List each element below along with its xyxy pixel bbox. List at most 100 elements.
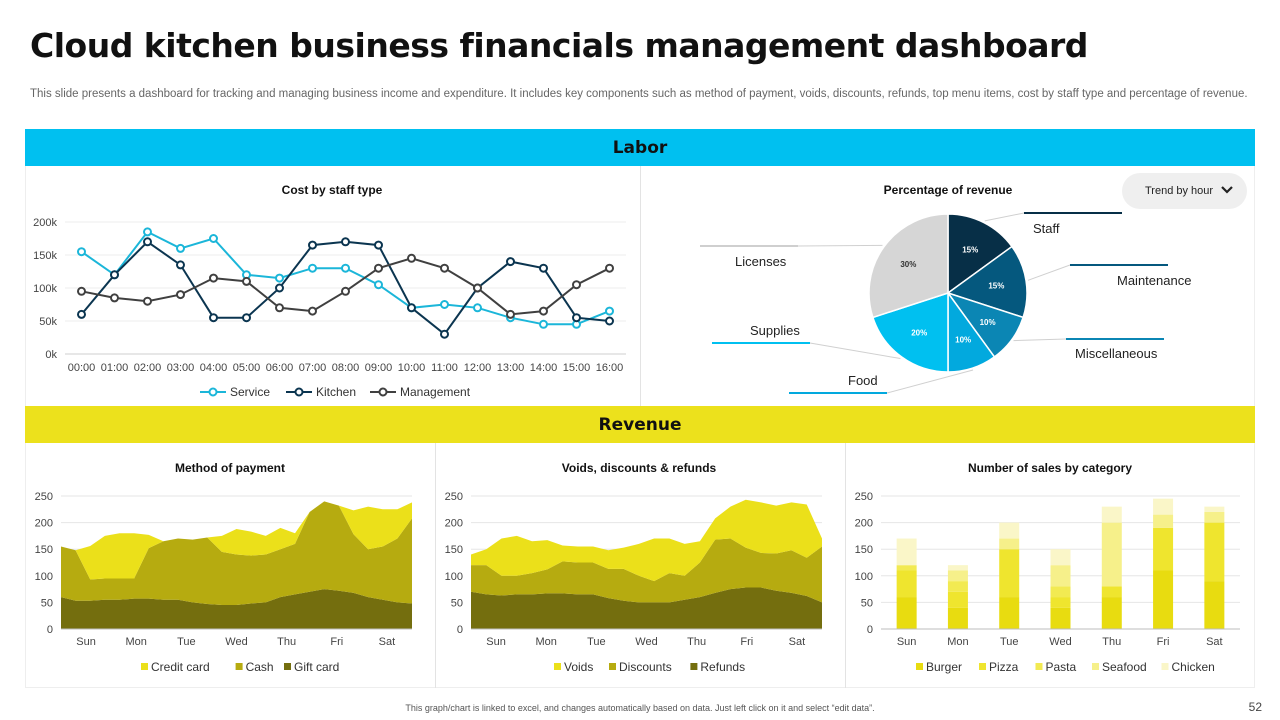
labor-divider <box>640 166 641 406</box>
bar-segment-chicken <box>896 538 917 566</box>
method-of-payment-ytick-label: 100 <box>35 571 53 583</box>
bar-segment-seafood <box>1153 514 1174 528</box>
data-point-management <box>440 263 449 273</box>
bar-segment-burger <box>1204 581 1225 629</box>
pie-slice-percent-supplies: 20% <box>911 329 927 338</box>
pie-label-food: Food <box>848 373 878 388</box>
method-of-payment-area-gift-card <box>61 589 412 629</box>
voids-discounts-refunds-xtick-label: Thu <box>687 636 706 648</box>
sales-by-category-legend-swatch-seafood <box>1092 663 1099 670</box>
voids-discounts-refunds-xtick-label: Sun <box>486 636 506 648</box>
data-point-service <box>143 227 152 237</box>
method-of-payment-ytick-label: 150 <box>35 544 53 556</box>
cost-by-staff-xtick-label: 11:00 <box>431 362 458 374</box>
bar-segment-pizza <box>1153 527 1174 571</box>
voids-discounts-refunds-xtick-label: Mon <box>536 636 557 648</box>
cost-by-staff-ytick-label: 200k <box>33 217 57 229</box>
bar-segment-burger <box>999 597 1020 629</box>
pie-slice-percent-maintenance: 15% <box>988 281 1004 290</box>
sales-by-category-xtick-label: Fri <box>1157 636 1170 648</box>
voids-discounts-refunds-xtick-label: Sat <box>789 636 806 648</box>
voids-discounts-refunds-area-refunds <box>471 587 822 629</box>
sales-by-category-xtick-label: Mon <box>947 636 968 648</box>
pie-leader-supplies <box>809 342 901 360</box>
bar-segment-pizza <box>1101 586 1122 598</box>
voids-discounts-refunds-ytick-label: 200 <box>445 518 463 530</box>
pie-label-miscellaneous: Miscellaneous <box>1075 346 1158 361</box>
sales-by-category-legend-label-seafood: Seafood <box>1102 660 1147 674</box>
pie-slice-licenses <box>868 213 949 319</box>
voids-discounts-refunds-legend-label-refunds: Refunds <box>700 660 745 674</box>
method-of-payment-legend-label-credit-card: Credit card <box>151 660 210 674</box>
voids-discounts-refunds-area-discounts <box>471 538 822 603</box>
sales-by-category-xtick-label: Thu <box>1102 636 1121 648</box>
bar-segment-chicken <box>1101 506 1122 523</box>
method-of-payment-area-credit-card <box>61 501 412 580</box>
legend-label-service: Service <box>230 385 270 399</box>
sales-by-category-ytick-label: 50 <box>861 597 873 609</box>
bar-segment-seafood <box>1204 511 1225 523</box>
cost-by-staff-xtick-label: 10:00 <box>398 362 426 374</box>
voids-discounts-refunds-legend-swatch-voids <box>554 663 561 670</box>
data-point-service <box>77 247 86 257</box>
pie-slice-supplies <box>871 291 949 373</box>
data-point-management <box>77 286 86 296</box>
pie-leader-staff <box>984 212 1025 222</box>
percentage-of-revenue-title: Percentage of revenue <box>884 183 1013 197</box>
pie-leader-miscellaneous <box>1013 338 1067 342</box>
pie-label-maintenance: Maintenance <box>1117 273 1191 288</box>
method-of-payment-legend-label-cash: Cash <box>246 660 274 674</box>
labor-title: Labor <box>612 137 668 158</box>
bar-segment-seafood <box>947 570 968 582</box>
data-point-service <box>176 243 185 253</box>
method-of-payment-area-cash <box>61 501 412 606</box>
bar-segment-pizza <box>947 591 968 608</box>
footer-note: This graph/chart is linked to excel, and… <box>405 703 875 713</box>
voids-discounts-refunds-title: Voids, discounts & refunds <box>562 461 717 475</box>
data-point-management <box>374 263 383 273</box>
bar-segment-seafood <box>999 538 1020 550</box>
data-point-service <box>539 319 548 329</box>
voids-discounts-refunds-ytick-label: 100 <box>445 571 463 583</box>
method-of-payment-xtick-label: Tue <box>177 636 196 648</box>
data-point-management <box>341 286 350 296</box>
bar-segment-pasta <box>896 565 917 571</box>
cost-by-staff-xtick-label: 03:00 <box>167 362 195 374</box>
voids-discounts-refunds-xtick-label: Tue <box>587 636 606 648</box>
data-point-management <box>176 290 185 300</box>
revenue-divider-1 <box>435 443 436 688</box>
method-of-payment-legend-swatch-cash <box>235 663 243 670</box>
trend-by-hour-dropdown[interactable]: Trend by hour <box>1122 173 1247 209</box>
data-point-service <box>275 273 284 283</box>
pie-slice-percent-licenses: 30% <box>900 260 916 269</box>
method-of-payment-xtick-label: Mon <box>126 636 147 648</box>
cost-by-staff-xtick-label: 04:00 <box>200 362 228 374</box>
sales-by-category-title: Number of sales by category <box>968 461 1132 475</box>
data-point-kitchen <box>572 313 581 323</box>
labor-panel <box>25 166 1255 406</box>
pie-label-supplies: Supplies <box>750 323 800 338</box>
cost-by-staff-xtick-label: 02:00 <box>134 362 162 374</box>
data-point-service <box>440 300 449 309</box>
voids-discounts-refunds-legend-label-discounts: Discounts <box>619 660 672 674</box>
voids-discounts-refunds-legend-swatch-refunds <box>690 663 698 670</box>
pie-slice-percent-miscellaneous: 10% <box>980 318 996 327</box>
cost-by-staff-xtick-label: 12:00 <box>464 362 492 374</box>
data-point-management <box>572 280 581 290</box>
cost-by-staff-xtick-label: 16:00 <box>596 362 624 374</box>
data-point-kitchen <box>242 313 251 323</box>
legend-label-kitchen: Kitchen <box>316 385 356 399</box>
sales-by-category-xtick-label: Wed <box>1049 636 1071 648</box>
sales-by-category-xtick-label: Tue <box>1000 636 1019 648</box>
data-point-kitchen <box>209 313 218 323</box>
bar-segment-pasta <box>947 581 968 592</box>
cost-by-staff-xtick-label: 00:00 <box>68 362 96 374</box>
bar-segment-burger <box>896 597 917 629</box>
revenue-divider-2 <box>845 443 846 688</box>
pie-label-licenses: Licenses <box>735 254 787 269</box>
sales-by-category-legend-label-chicken: Chicken <box>1172 660 1215 674</box>
cost-by-staff-xtick-label: 01:00 <box>101 362 129 374</box>
data-point-management <box>275 303 284 313</box>
voids-discounts-refunds-legend-label-voids: Voids <box>564 660 593 674</box>
sales-by-category-legend-swatch-burger <box>916 663 923 670</box>
